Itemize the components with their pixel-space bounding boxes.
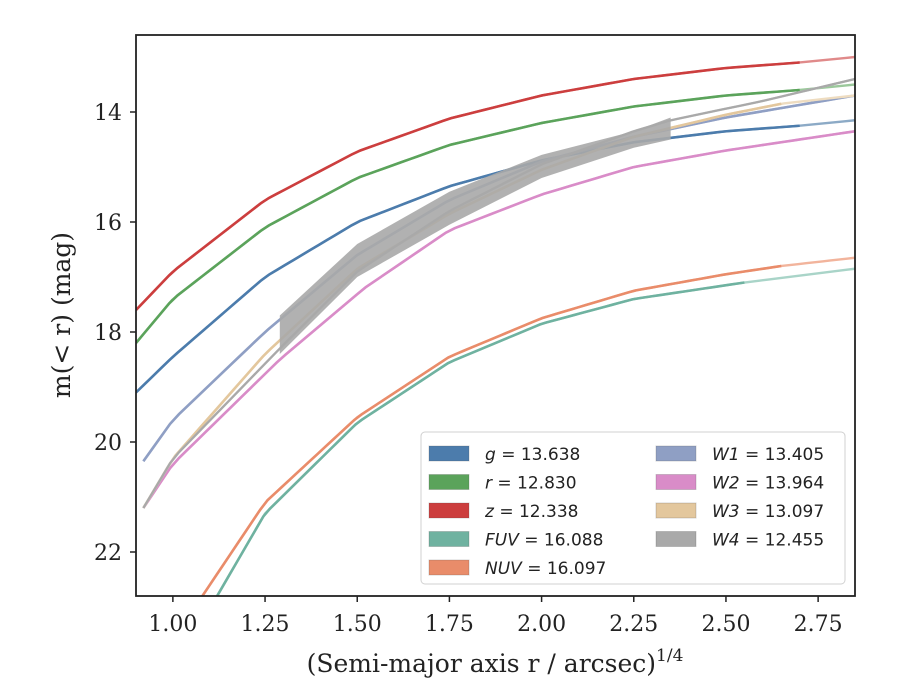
legend-z-label: z = 12.338 <box>484 502 578 522</box>
legend-w3-value: = 13.097 <box>740 502 825 522</box>
x-axis-title: (Semi-major axis r / arcsec)1/4 <box>307 646 684 678</box>
legend-w2-swatch <box>655 474 697 490</box>
legend-nuv-swatch <box>428 559 470 576</box>
x-tick-label: 1.00 <box>148 612 197 637</box>
legend-z-variable: z <box>484 502 495 522</box>
legend-w4-swatch <box>655 531 697 547</box>
series-w4-line <box>142 77 855 509</box>
series-nuv-line <box>201 264 782 596</box>
legend-fuv-label: FUV = 16.088 <box>485 531 603 551</box>
x-tick-label: 1.50 <box>333 612 382 637</box>
legend-w4-label: W4 = 12.455 <box>712 531 824 551</box>
legend-w1-value: = 13.405 <box>740 445 825 465</box>
legend-w2-variable: W2 <box>712 474 740 494</box>
series-fuv-line <box>215 281 745 596</box>
legend-w4-variable: W4 <box>712 531 740 551</box>
series-w2-line <box>142 129 855 509</box>
legend-g-label: g = 13.638 <box>485 445 580 465</box>
legend-r-value: = 12.830 <box>492 474 577 494</box>
legend-frame <box>420 431 846 585</box>
y-tick-label: 20 <box>94 431 122 456</box>
legend-fuv-value: = 16.088 <box>519 531 604 551</box>
legend-w1-label: W1 = 13.405 <box>712 445 824 465</box>
y-tick-label: 14 <box>94 101 122 126</box>
plot-frame <box>135 34 856 597</box>
legend-r-label: r = 12.830 <box>485 474 577 494</box>
legend-w4-value: = 12.455 <box>740 531 825 551</box>
legend-fuv-variable: FUV <box>485 531 520 551</box>
x-tick-label: 2.25 <box>609 612 658 637</box>
legend-g-value: = 13.638 <box>496 445 581 465</box>
legend-w2-value: = 13.964 <box>740 474 825 494</box>
x-tick-label: 2.50 <box>701 612 750 637</box>
series-w1-faint-line <box>142 94 855 462</box>
x-tick-label: 2.75 <box>794 612 843 637</box>
legend-z-value: = 12.338 <box>494 502 579 522</box>
legend-r-variable: r <box>485 474 493 494</box>
series-r-line <box>136 88 800 344</box>
legend-w3-variable: W3 <box>712 502 740 522</box>
y-axis-title: m(< r) (mag) <box>47 232 76 398</box>
x-tick-label: 1.75 <box>425 612 474 637</box>
series-g-line <box>136 124 800 394</box>
legend-w2-label: W2 = 13.964 <box>712 474 824 494</box>
series-layer <box>136 55 855 596</box>
legend-w3-swatch <box>655 502 697 519</box>
legend-g-variable: g <box>485 445 496 465</box>
y-tick-label: 16 <box>94 211 122 236</box>
legend-nuv-variable: NUV <box>485 559 523 579</box>
y-tick-label: 22 <box>94 541 122 566</box>
legend-nuv-label: NUV = 16.097 <box>485 559 606 579</box>
legend-w1-swatch <box>655 445 697 462</box>
x-tick-label: 2.00 <box>517 612 566 637</box>
legend-g-swatch <box>428 445 470 462</box>
legend-nuv-value: = 16.097 <box>522 559 607 579</box>
legend-w3-label: W3 = 13.097 <box>712 502 824 522</box>
legend-z-swatch <box>428 502 470 519</box>
series-z-line <box>136 61 800 311</box>
legend-fuv-swatch <box>428 531 470 547</box>
series-w1-line <box>142 94 855 463</box>
legend-r-swatch <box>428 474 470 490</box>
series-w4-band <box>279 117 671 354</box>
ticks-layer: 1.00 1.25 1.50 1.75 2.00 2.25 2.50 2.75 14 16 18 20… <box>94 101 843 637</box>
y-tick-label: 18 <box>94 321 122 346</box>
x-tick-label: 1.25 <box>241 612 290 637</box>
legend-w1-variable: W1 <box>712 445 740 465</box>
